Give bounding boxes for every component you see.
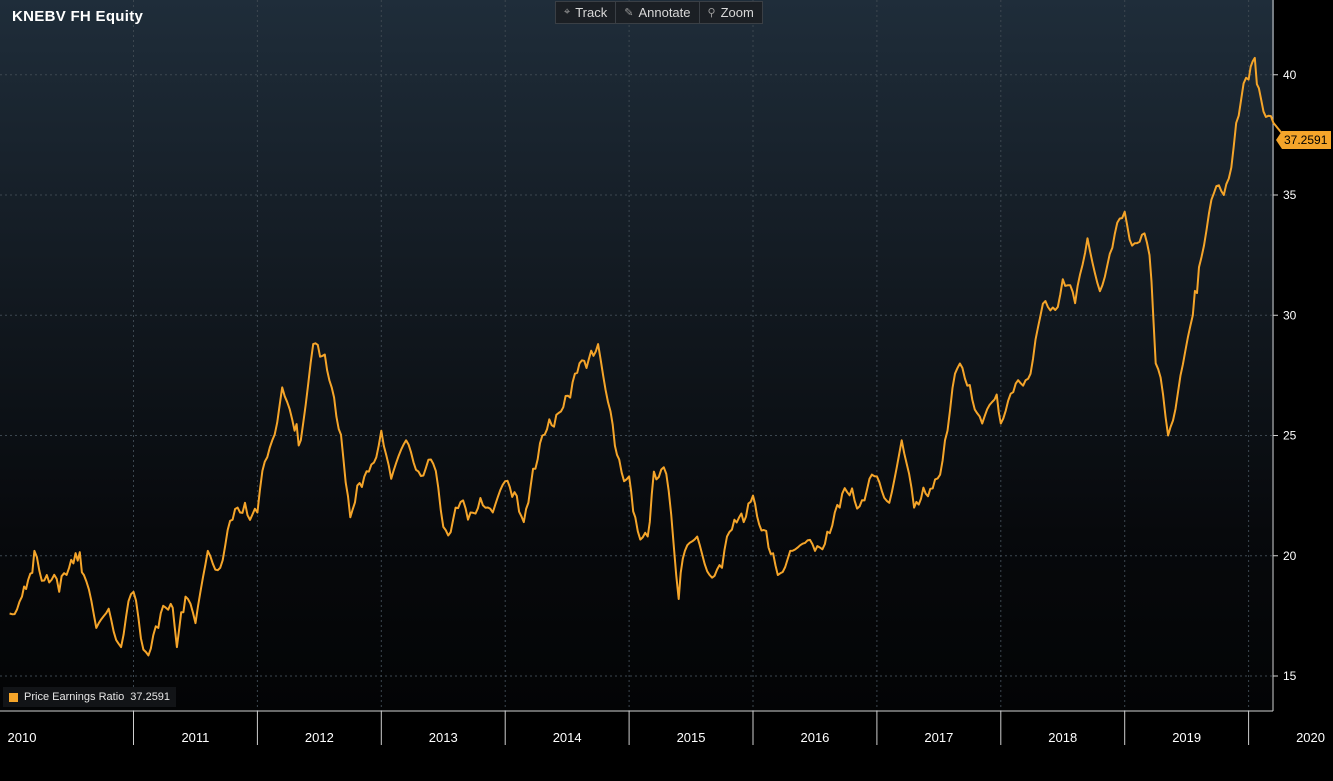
x-tick-label: 2010 [8, 730, 37, 745]
x-tick-label: 2020 [1296, 730, 1325, 745]
x-tick-label: 2011 [181, 730, 209, 745]
legend-swatch [9, 692, 18, 702]
legend-label: Price Earnings Ratio [24, 691, 125, 703]
y-tick-label: 25 [1283, 429, 1297, 443]
y-tick-label: 20 [1283, 549, 1297, 563]
track-button[interactable]: ⌖ Track [556, 2, 617, 23]
x-tick-label: 2019 [1172, 730, 1201, 745]
x-tick-label: 2018 [1048, 730, 1077, 745]
x-tick-label: 2015 [677, 730, 706, 745]
track-label: Track [575, 5, 608, 20]
zoom-button[interactable]: ⚲ Zoom [700, 2, 762, 23]
y-tick-label: 35 [1283, 188, 1297, 202]
annotate-button[interactable]: ✎ Annotate [616, 2, 700, 23]
x-tick-label: 2012 [305, 730, 334, 745]
chart-legend: Price Earnings Ratio 37.2591 [3, 687, 177, 707]
series-line-price-earnings [9, 56, 1286, 657]
plot-background [0, 0, 1274, 712]
zoom-label: Zoom [720, 5, 754, 20]
chart-toolbar: ⌖ Track ✎ Annotate ⚲ Zoom [555, 1, 763, 24]
y-tick-label: 15 [1283, 669, 1297, 683]
x-tick-label: 2017 [924, 730, 953, 745]
x-tick-label: 2016 [800, 730, 829, 745]
last-value-badge: 37.2591 [1276, 131, 1332, 149]
legend-value: 37.2591 [130, 691, 171, 703]
y-tick-label: 30 [1283, 308, 1297, 322]
crosshair-icon: ⌖ [564, 6, 571, 18]
magnifier-icon: ⚲ [707, 7, 716, 19]
annotate-label: Annotate [638, 5, 691, 20]
y-tick-label: 40 [1283, 68, 1297, 82]
pencil-icon: ✎ [624, 7, 634, 19]
chart-title: KNEBV FH Equity [12, 8, 144, 25]
x-tick-label: 2014 [553, 730, 582, 745]
x-tick-label: 2013 [429, 730, 458, 745]
